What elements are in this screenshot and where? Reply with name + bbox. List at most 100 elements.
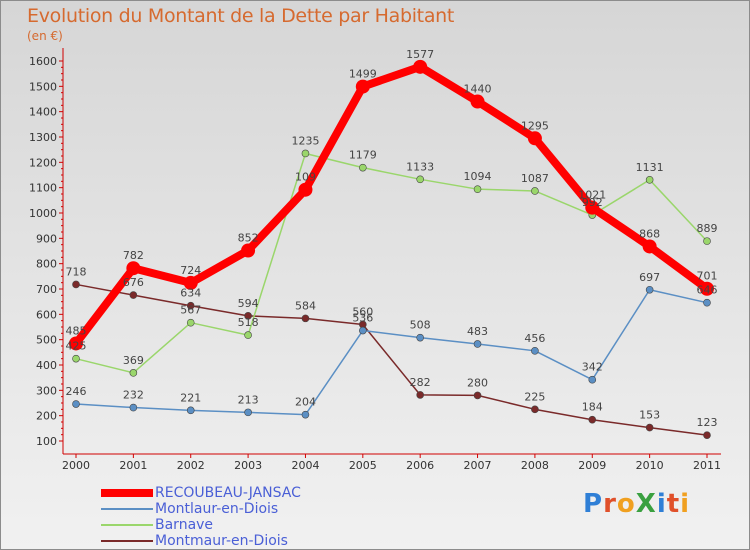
y-tick-label: 1000	[29, 207, 57, 220]
x-tick-label: 2007	[464, 459, 492, 472]
data-point	[241, 243, 256, 258]
legend-swatch-montmaur	[101, 540, 153, 542]
y-tick-label: 1200	[29, 156, 57, 169]
data-label: 634	[180, 287, 201, 300]
legend-item-barnave: Barnave	[101, 517, 361, 533]
data-point	[183, 275, 198, 290]
data-label: 213	[238, 393, 259, 406]
data-label: 701	[697, 270, 718, 283]
data-point	[703, 431, 711, 439]
legend-item-montmaur: Montmaur-en-Diois	[101, 533, 361, 549]
data-label: 1179	[349, 149, 377, 162]
chart-title: Evolution du Montant de la Dette par Hab…	[27, 5, 455, 27]
data-point	[700, 281, 714, 296]
data-label: 225	[524, 390, 545, 403]
data-label: 889	[697, 222, 718, 235]
y-tick-label: 1300	[29, 131, 57, 144]
data-point	[473, 340, 482, 348]
series-line	[75, 283, 708, 436]
data-label: 718	[66, 265, 87, 278]
y-tick-label: 900	[36, 232, 57, 245]
legend-swatch-barnave	[101, 524, 153, 526]
data-point	[72, 354, 80, 363]
data-point	[69, 336, 83, 351]
data-point	[301, 410, 310, 419]
x-tick-label: 2010	[636, 459, 664, 472]
data-point	[301, 314, 310, 323]
data-label: 1131	[636, 161, 664, 174]
x-tick-label: 2001	[119, 459, 147, 472]
x-tick-label: 2002	[177, 459, 205, 472]
data-label: 184	[582, 401, 603, 414]
data-label: 1440	[464, 83, 492, 96]
data-point	[244, 312, 252, 320]
data-point	[703, 298, 711, 307]
y-tick-label: 500	[36, 334, 57, 347]
series-line	[75, 152, 708, 374]
y-tick-label: 1500	[29, 80, 57, 93]
data-label: 153	[639, 409, 660, 422]
y-tick-label: 100	[36, 435, 57, 448]
data-point	[186, 318, 195, 327]
y-tick-label: 1400	[29, 106, 57, 119]
data-point	[470, 94, 485, 109]
data-label: 992	[582, 196, 603, 209]
y-tick-label: 700	[36, 283, 57, 296]
data-point	[126, 261, 141, 276]
series-line	[75, 289, 708, 416]
data-label: 1021	[578, 189, 606, 202]
chart-subtitle: (en €)	[27, 29, 63, 43]
x-tick-label: 2008	[521, 459, 549, 472]
data-label: 1499	[349, 68, 377, 81]
data-point	[645, 176, 654, 184]
data-point	[355, 79, 370, 94]
data-label: 1094	[464, 170, 492, 183]
data-label: 246	[66, 385, 87, 398]
data-point	[531, 405, 539, 414]
x-tick-label: 2004	[291, 459, 319, 472]
data-label: 280	[467, 376, 488, 389]
data-label: 369	[123, 354, 144, 367]
data-label: 1087	[521, 172, 549, 185]
data-point	[527, 131, 542, 146]
data-label: 594	[238, 297, 259, 310]
data-label: 1133	[406, 160, 434, 173]
data-label: 508	[410, 319, 431, 332]
data-label: 536	[352, 312, 373, 325]
series-line	[72, 62, 711, 348]
data-point	[298, 182, 313, 197]
data-label: 697	[639, 271, 660, 284]
data-point	[72, 280, 80, 289]
legend-label-montlaur: Montlaur-en-Diois	[155, 501, 279, 517]
data-point	[416, 175, 424, 184]
legend-item-montlaur: Montlaur-en-Diois	[101, 501, 361, 517]
data-point	[129, 369, 138, 377]
legend-label-montmaur: Montmaur-en-Diois	[155, 533, 288, 549]
data-label: 282	[410, 376, 431, 389]
data-label: 342	[582, 361, 603, 374]
data-label: 1235	[291, 134, 319, 147]
data-label: 567	[180, 304, 201, 317]
data-label: 584	[295, 299, 316, 312]
data-label: 232	[123, 389, 144, 402]
x-tick-label: 2006	[406, 459, 434, 472]
data-point	[244, 408, 252, 417]
proxiti-logo: ProXiti	[583, 489, 691, 519]
x-tick-label: 2011	[693, 459, 721, 472]
legend-item-recoubeau: RECOUBEAU-JANSAC	[101, 485, 361, 501]
y-tick-label: 400	[36, 359, 57, 372]
data-point	[416, 333, 424, 342]
data-point	[244, 331, 252, 339]
data-point	[129, 291, 138, 299]
data-label: 221	[180, 391, 201, 404]
y-tick-label: 1100	[29, 182, 57, 195]
data-point	[301, 149, 310, 158]
data-point	[359, 163, 367, 172]
legend: RECOUBEAU-JANSAC Montlaur-en-Diois Barna…	[101, 485, 361, 549]
data-point	[129, 403, 138, 412]
legend-swatch-montlaur	[101, 508, 153, 510]
data-point	[585, 200, 600, 215]
data-label: 560	[352, 305, 373, 318]
